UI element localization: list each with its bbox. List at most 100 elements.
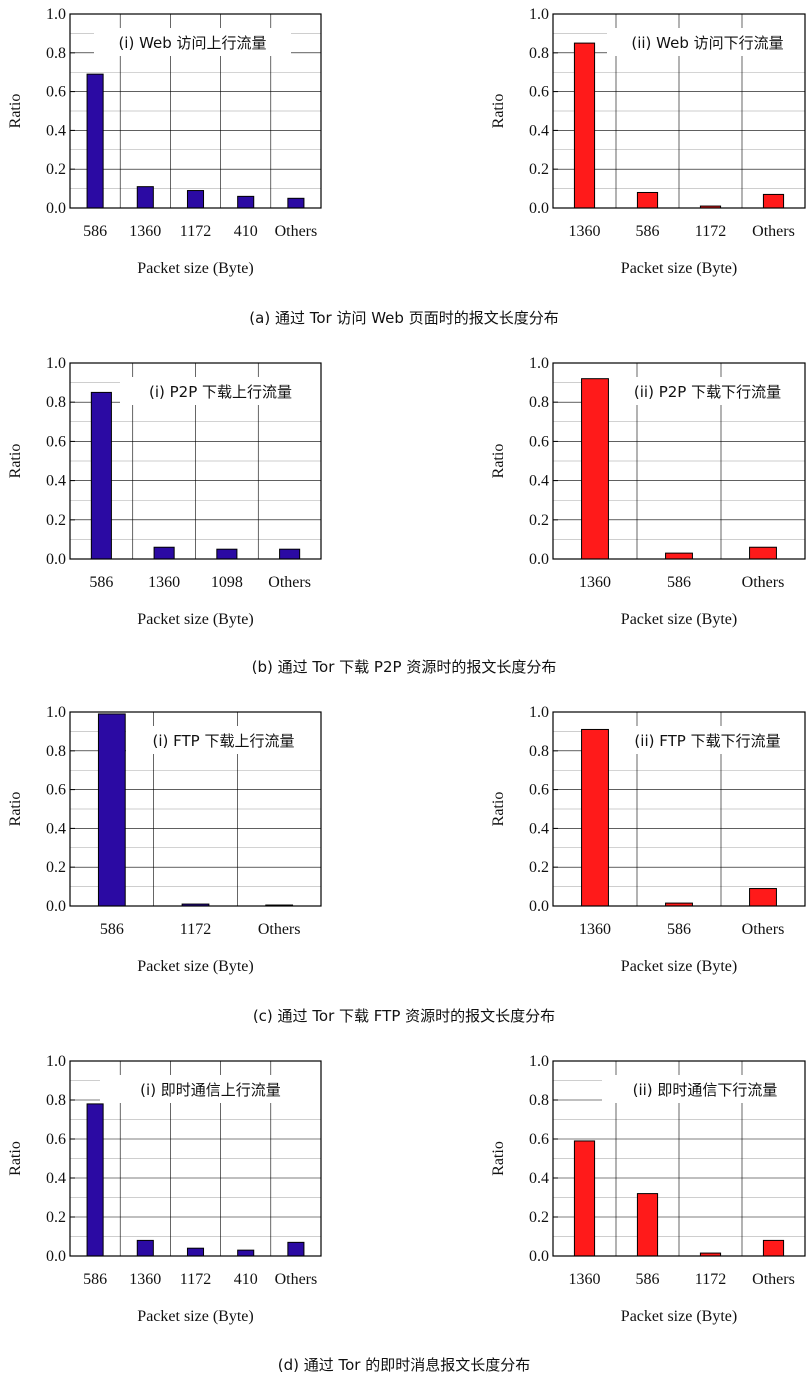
inset-label: (i) 即时通信上行流量 xyxy=(140,1081,281,1099)
bar-586 xyxy=(86,1103,104,1257)
x-axis-label: Packet size (Byte) xyxy=(621,611,737,628)
y-tick-label: 0.8 xyxy=(529,743,549,760)
x-axis-label: Packet size (Byte) xyxy=(137,260,253,277)
x-tick-label: 586 xyxy=(83,1271,107,1288)
y-tick-label: 0.2 xyxy=(529,859,549,876)
bar-1360 xyxy=(581,378,609,560)
bar-Others xyxy=(749,888,777,907)
y-tick-label: 0.2 xyxy=(529,512,549,529)
y-tick-label: 0.2 xyxy=(46,161,66,178)
y-tick-label: 0.6 xyxy=(46,433,66,450)
y-tick-label: 0.4 xyxy=(529,1170,549,1187)
bar-410 xyxy=(237,195,255,209)
plot-frame xyxy=(552,13,806,209)
inset-label-bg xyxy=(602,1075,808,1103)
y-tick-label: 0.8 xyxy=(46,1092,66,1109)
x-axis-label: Packet size (Byte) xyxy=(621,1308,737,1325)
plot-frame xyxy=(69,13,322,209)
y-tick-label: 0.8 xyxy=(529,45,549,62)
caption-c: (c) 通过 Tor 下载 FTP 资源时的报文长度分布 xyxy=(253,1007,555,1025)
x-tick-label: Others xyxy=(752,1271,795,1288)
x-tick-label: 410 xyxy=(234,223,258,240)
y-tick-label: 0.6 xyxy=(529,84,549,101)
y-axis-label: Ratio xyxy=(7,444,24,479)
y-tick-label: 0.6 xyxy=(46,782,66,799)
plot-frame xyxy=(69,1060,322,1257)
y-tick-label: 1.0 xyxy=(529,355,549,372)
inset-label: (i) FTP 下载上行流量 xyxy=(153,732,295,750)
bar-Others xyxy=(287,1241,305,1257)
x-tick-label: 1360 xyxy=(579,574,611,591)
plot-frame xyxy=(552,362,806,560)
bar-Others xyxy=(287,197,305,209)
bar-Others xyxy=(762,1239,785,1257)
x-axis-label: Packet size (Byte) xyxy=(137,1308,253,1325)
y-axis-label: Ratio xyxy=(490,1141,507,1176)
bar-1172 xyxy=(186,190,205,209)
x-tick-label: 1360 xyxy=(569,223,601,240)
bar-1360 xyxy=(153,546,175,560)
y-axis-label: Ratio xyxy=(7,94,24,129)
y-tick-label: 0.2 xyxy=(46,1209,66,1226)
bar-586 xyxy=(636,191,659,209)
y-tick-label: 0.8 xyxy=(529,1092,549,1109)
caption-b: (b) 通过 Tor 下载 P2P 资源时的报文长度分布 xyxy=(252,658,557,676)
x-tick-label: 1172 xyxy=(695,1271,726,1288)
y-tick-label: 1.0 xyxy=(529,6,549,23)
x-tick-label: 586 xyxy=(636,223,660,240)
y-tick-label: 0.0 xyxy=(529,1248,549,1265)
y-tick-label: 0.6 xyxy=(529,433,549,450)
inset-label-bg xyxy=(100,1075,321,1103)
x-tick-label: 586 xyxy=(89,574,113,591)
inset-label: (i) P2P 下载上行流量 xyxy=(149,383,292,401)
bar-1360 xyxy=(136,1239,154,1257)
plot-frame xyxy=(69,362,322,560)
bar-586 xyxy=(86,73,104,209)
y-tick-label: 0.4 xyxy=(46,1170,66,1187)
bar-586 xyxy=(90,391,112,560)
inset-label-bg xyxy=(607,28,808,56)
y-tick-label: 0.0 xyxy=(529,898,549,915)
y-axis-label: Ratio xyxy=(7,1141,24,1176)
x-tick-label: 586 xyxy=(667,574,691,591)
x-axis-label: Packet size (Byte) xyxy=(137,611,253,628)
inset-label: (ii) P2P 下载下行流量 xyxy=(634,383,781,401)
chart-panel-d-ii: (ii) 即时通信下行流量 0.0 0.2 0.4 0.6 0.8 1.0 1360 586 11… xyxy=(490,1053,808,1325)
y-tick-label: 0.8 xyxy=(529,394,549,411)
chart-panel-a-ii: (ii) Web 访问下行流量 0.0 0.2 0.4 0.6 0.8 1.0 1360 586… xyxy=(490,6,808,277)
y-axis-label: Ratio xyxy=(490,792,507,827)
x-tick-label: 410 xyxy=(234,1271,258,1288)
x-tick-label: Others xyxy=(258,921,301,938)
x-tick-label: 1360 xyxy=(569,1271,601,1288)
y-tick-label: 1.0 xyxy=(529,1053,549,1070)
x-tick-label: 1360 xyxy=(129,223,161,240)
x-tick-label: 1172 xyxy=(180,223,211,240)
x-tick-label: 1360 xyxy=(148,574,180,591)
x-tick-label: 586 xyxy=(100,921,124,938)
chart-panel-c-i: (i) FTP 下载上行流量 0.0 0.2 0.4 0.6 0.8 1.0 586 1172 O… xyxy=(7,704,322,975)
inset-label: (ii) Web 访问下行流量 xyxy=(631,34,783,52)
inset-label-bg xyxy=(607,377,808,405)
bar-Others xyxy=(279,548,301,560)
bar-Others xyxy=(762,193,785,209)
x-tick-label: 586 xyxy=(636,1271,660,1288)
y-tick-label: 0.8 xyxy=(46,394,66,411)
x-axis-label: Packet size (Byte) xyxy=(137,958,253,975)
bar-Others xyxy=(749,546,777,560)
chart-panel-c-ii: (ii) FTP 下载下行流量 0.0 0.2 0.4 0.6 0.8 1.0 1360 586… xyxy=(490,704,808,975)
bar-1098 xyxy=(216,548,238,560)
y-axis-label: Ratio xyxy=(490,94,507,129)
y-tick-label: 0.2 xyxy=(529,1209,549,1226)
chart-panel-a-i: (i) Web 访问上行流量 0.0 0.2 0.4 0.6 0.8 1.0 586 1360 1… xyxy=(7,6,322,277)
inset-label-bg xyxy=(607,726,808,754)
y-tick-label: 0.4 xyxy=(529,122,549,139)
chart-panel-b-ii: (ii) P2P 下载下行流量 0.0 0.2 0.4 0.6 0.8 1.0 1360 586… xyxy=(490,355,808,628)
chart-panel-b-i: (i) P2P 下载上行流量 0.0 0.2 0.4 0.6 0.8 1.0 586 1360 1… xyxy=(7,355,322,628)
y-tick-label: 1.0 xyxy=(46,355,66,372)
x-tick-label: Others xyxy=(752,223,795,240)
y-tick-label: 0.4 xyxy=(46,820,66,837)
y-tick-label: 0.0 xyxy=(529,551,549,568)
y-tick-label: 1.0 xyxy=(46,1053,66,1070)
y-tick-label: 0.4 xyxy=(529,473,549,490)
